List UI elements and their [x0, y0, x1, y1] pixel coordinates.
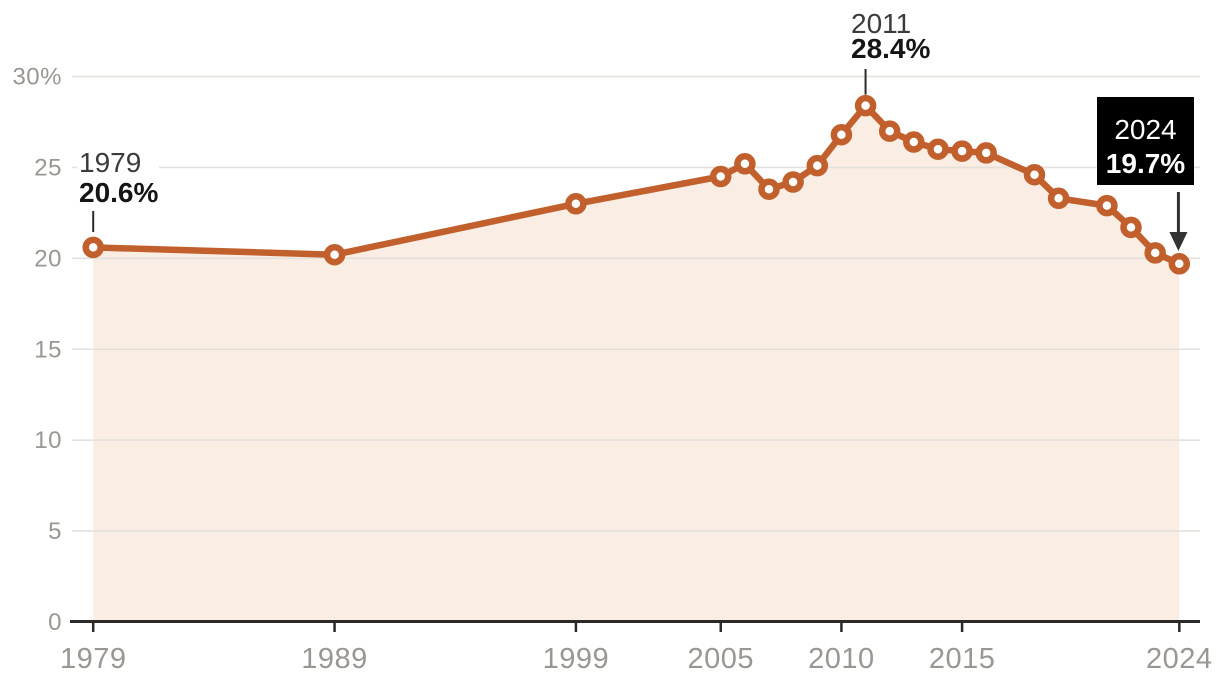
annotation-start-value: 20.6% [79, 177, 158, 208]
x-axis-label: 2005 [687, 643, 754, 675]
y-axis-label: 20 [34, 245, 62, 272]
y-axis-label: 30% [12, 64, 62, 91]
data-point-marker [1023, 163, 1046, 186]
annotation-end-value: 19.7% [1106, 148, 1185, 179]
data-point-marker [734, 153, 756, 175]
data-point-marker [82, 236, 104, 259]
annotation-end-box [1097, 97, 1194, 185]
data-point-marker [951, 140, 973, 162]
annotation-start-backdrop [77, 149, 159, 207]
data-point-marker [1096, 194, 1118, 217]
x-axis-label: 1999 [543, 643, 610, 675]
x-axis-label: 2024 [1146, 643, 1213, 675]
y-axis-label: 0 [48, 609, 62, 636]
annotation-peak-year: 2011 [851, 8, 911, 39]
x-axis-label: 1979 [60, 643, 127, 675]
data-point-marker [854, 94, 877, 117]
data-point-marker [878, 120, 901, 142]
annotation-start-year: 1979 [79, 147, 141, 178]
data-point-marker [758, 178, 780, 200]
y-axis-label: 15 [34, 336, 62, 363]
x-axis-label: 1989 [301, 643, 368, 675]
y-axis-label: 10 [34, 427, 62, 454]
data-point-marker [782, 171, 804, 193]
x-axis-label: 2010 [808, 643, 875, 675]
data-point-marker [565, 193, 587, 215]
annotation-peak-value: 28.4% [851, 33, 930, 64]
data-point-marker [927, 138, 949, 160]
data-point-marker [323, 243, 346, 266]
data-point-marker [1120, 216, 1142, 239]
data-point-marker [1168, 253, 1191, 275]
data-point-marker [903, 131, 925, 153]
data-point-marker [806, 154, 829, 177]
data-point-marker [1144, 242, 1166, 264]
x-axis-label: 2015 [929, 643, 996, 675]
y-axis-label: 5 [48, 518, 62, 545]
data-point-marker [1047, 187, 1070, 210]
y-axis-label: 25 [34, 154, 62, 181]
annotation-end-year: 2024 [1114, 114, 1176, 145]
data-point-marker [709, 165, 732, 188]
annotation-end-arrowhead-icon [1169, 232, 1188, 251]
data-point-marker [830, 123, 853, 146]
data-point-marker [975, 142, 997, 164]
area-fill [93, 105, 1180, 623]
